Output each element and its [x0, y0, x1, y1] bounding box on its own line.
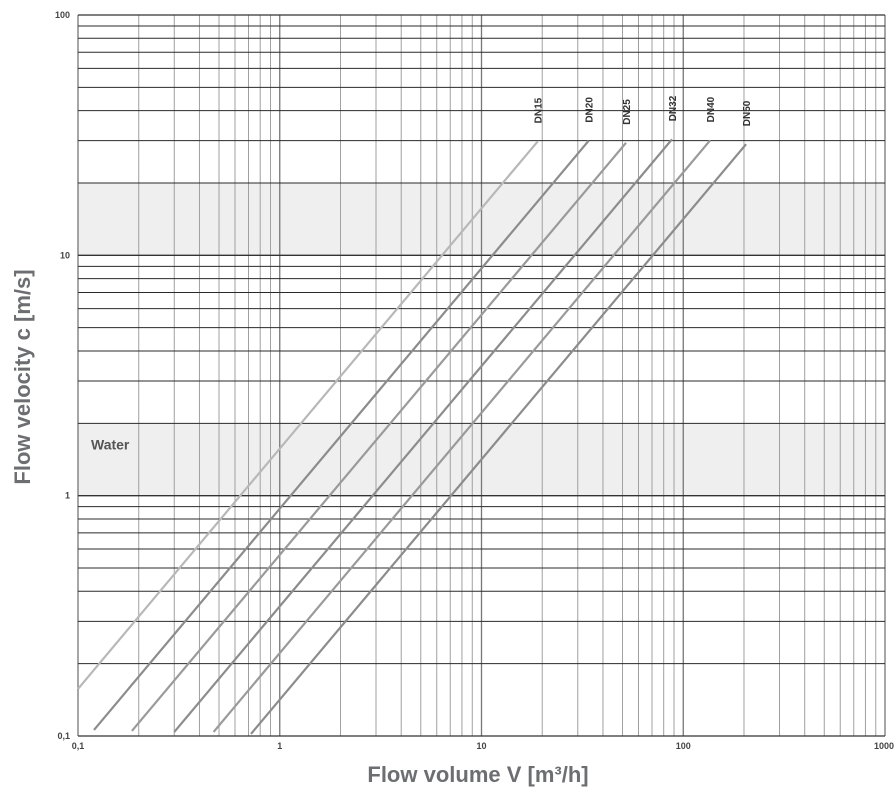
series-line-DN40 — [212, 139, 712, 733]
y-tick-label-10: 10 — [60, 250, 70, 260]
chart-grid — [77, 14, 886, 737]
series-label-DN25: DN25 — [622, 99, 633, 125]
x-tick-label-10: 10 — [476, 741, 486, 751]
series-line-DN15 — [77, 140, 539, 690]
series-label-DN32: DN32 — [668, 95, 679, 121]
x-tick-label-1: 1 — [277, 741, 282, 751]
series-label-DN20: DN20 — [585, 97, 596, 123]
series-line-DN25 — [131, 142, 627, 732]
y-tick-label-0,1: 0,1 — [57, 731, 70, 741]
series-label-DN15: DN15 — [534, 97, 545, 123]
y-axis-title: Flow velocity c [m/s] — [10, 269, 35, 484]
x-tick-label-100: 100 — [676, 741, 691, 751]
series-line-DN20 — [93, 139, 590, 731]
chart-series — [77, 138, 747, 735]
series-line-DN32 — [173, 138, 673, 733]
tick-labels: 0,1 1 10 100 1000 0,1 1 10 100 — [55, 10, 894, 751]
y-tick-label-100: 100 — [55, 10, 70, 20]
series-labels: DN15 DN20 DN25 DN32 DN40 DN50 — [534, 95, 753, 126]
x-axis-title: Flow volume V [m³/h] — [367, 762, 588, 787]
series-label-DN50: DN50 — [742, 100, 753, 126]
y-tick-label-1: 1 — [65, 491, 70, 501]
x-tick-label-1000: 1000 — [874, 741, 894, 751]
series-label-DN40: DN40 — [706, 96, 717, 122]
series-line-DN50 — [250, 143, 747, 735]
x-tick-label-0,1: 0,1 — [72, 741, 85, 751]
band-label-0: Water — [91, 436, 130, 452]
